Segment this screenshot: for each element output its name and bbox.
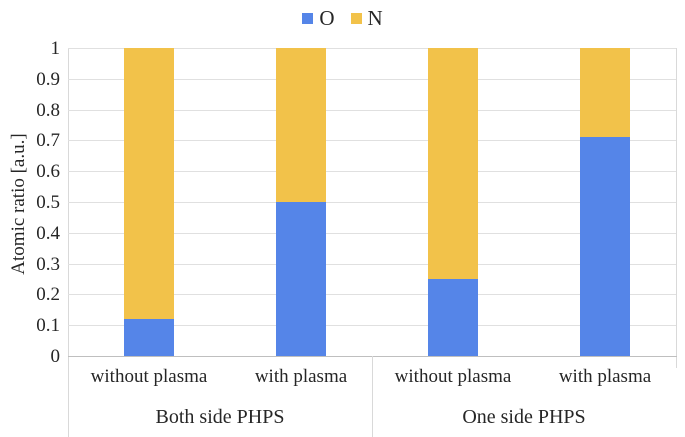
legend-label: O (319, 6, 335, 30)
gridline (68, 263, 676, 265)
bar-segment-N (428, 48, 478, 279)
bar-segment-N (124, 48, 174, 320)
y-tick-label: 0.7 (36, 130, 60, 152)
plot-border-right (676, 48, 677, 368)
gridline (68, 109, 676, 111)
plot-area (68, 48, 676, 356)
plot-border-left (68, 48, 69, 437)
bar-segment-O (428, 279, 478, 356)
y-tick-label: 0.9 (36, 68, 60, 90)
legend-item-N: N (350, 6, 383, 30)
x-category-label: without plasma (394, 366, 512, 387)
y-tick-label: 0.4 (36, 222, 60, 244)
gridline (68, 78, 676, 80)
y-tick-label: 1 (50, 38, 61, 59)
bar-segment-O (124, 319, 174, 356)
x-group-label: Both side PHPS (155, 406, 285, 428)
bar-segment-N (580, 48, 630, 138)
category-group-divider (372, 356, 373, 437)
legend-swatch-icon (350, 13, 362, 24)
bar-segment-N (276, 48, 326, 202)
y-tick-label: 0.3 (36, 253, 60, 275)
bar-segment-O (276, 202, 326, 356)
gridline (68, 140, 676, 142)
y-tick-label: 0.2 (36, 284, 60, 306)
y-axis-title: Atomic ratio [a.u.] (8, 133, 29, 275)
gridline (68, 232, 676, 234)
gridline (68, 294, 676, 296)
x-group-label: One side PHPS (462, 406, 586, 428)
y-tick-label: 0.5 (36, 192, 60, 213)
y-tick-label: 0 (50, 346, 61, 367)
gridline (68, 325, 676, 327)
x-category-label: without plasma (90, 366, 208, 387)
y-tick-label: 0.1 (36, 315, 60, 337)
gridline (68, 171, 676, 173)
bar-segment-O (580, 137, 630, 356)
y-tick-label: 0.6 (36, 161, 60, 183)
x-category-label: with plasma (558, 366, 652, 387)
legend-label: N (367, 6, 383, 30)
x-category-label: with plasma (254, 366, 348, 387)
legend-item-O: O (302, 6, 335, 30)
legend-swatch-icon (302, 13, 314, 24)
gridline (68, 202, 676, 203)
y-tick-label: 0.8 (36, 99, 60, 121)
gridline (68, 48, 676, 49)
